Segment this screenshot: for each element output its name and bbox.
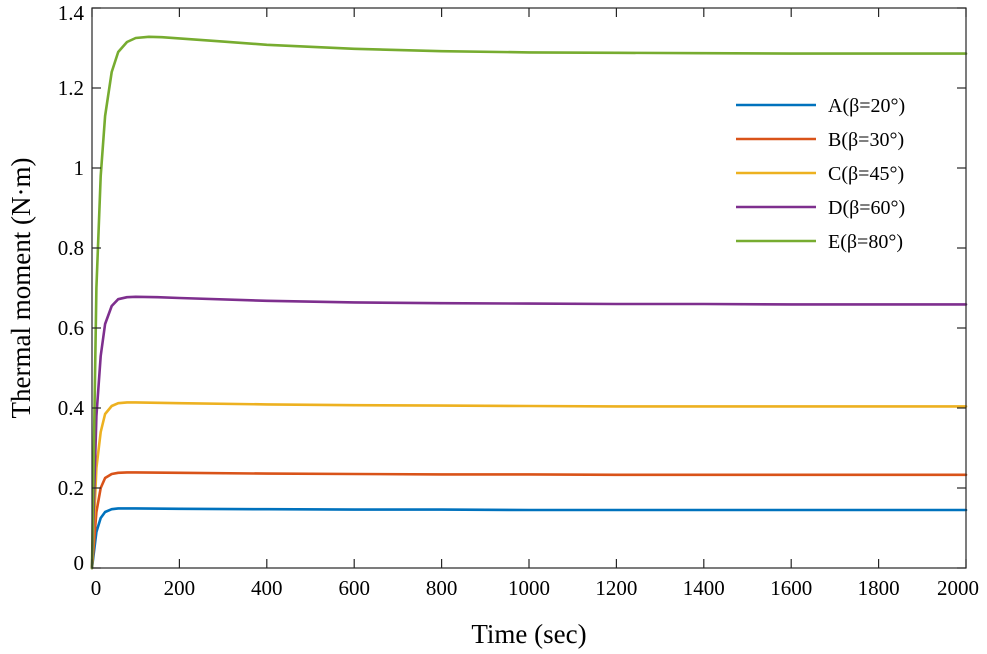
- y-tick-label: 0.2: [58, 476, 84, 500]
- x-tick-label: 1200: [595, 576, 637, 600]
- legend-label: A(β=20°): [828, 95, 905, 117]
- legend-label: C(β=45°): [828, 163, 904, 185]
- y-tick-label: 0.6: [58, 316, 84, 340]
- legend: A(β=20°) B(β=30°) C(β=45°) D(β=60°) E(β=80°): [736, 95, 905, 253]
- series-line-c: [90, 401, 968, 570]
- tick-layer: 0 200 400 600 800 1000 1200 1400 1600 1800 2000 0 0.…: [58, 1, 979, 600]
- x-tick-label: 1000: [508, 576, 550, 600]
- x-axis-title: Time (sec): [471, 619, 586, 649]
- y-tick-label: 0.4: [58, 396, 85, 420]
- y-tick-label: 1.4: [58, 1, 85, 25]
- x-tick-label: 1400: [683, 576, 725, 600]
- series-line-d: [90, 295, 968, 570]
- legend-label: D(β=60°): [828, 197, 905, 219]
- x-tick-label: 1600: [770, 576, 812, 600]
- x-tick-label: 200: [164, 576, 196, 600]
- x-tick-label: 1800: [858, 576, 900, 600]
- x-tick-label: 400: [251, 576, 283, 600]
- series-layer: [90, 35, 968, 570]
- y-axis-title: Thermal moment (N·m): [6, 158, 36, 419]
- y-tick-label: 1.2: [58, 76, 84, 100]
- x-tick-label: 600: [338, 576, 370, 600]
- y-tick-label: 0.8: [58, 236, 84, 260]
- series-line-e: [90, 35, 968, 570]
- x-tick-label: 800: [426, 576, 458, 600]
- y-tick-label: 1: [74, 156, 85, 180]
- x-tick-label: 0: [91, 576, 102, 600]
- x-tick-label: 2000: [937, 576, 979, 600]
- legend-label: E(β=80°): [828, 231, 903, 253]
- plot-frame: [91, 7, 967, 569]
- series-line-b: [90, 471, 968, 570]
- legend-label: B(β=30°): [828, 129, 904, 151]
- series-line-a: [90, 507, 968, 570]
- y-tick-label: 0: [74, 551, 85, 575]
